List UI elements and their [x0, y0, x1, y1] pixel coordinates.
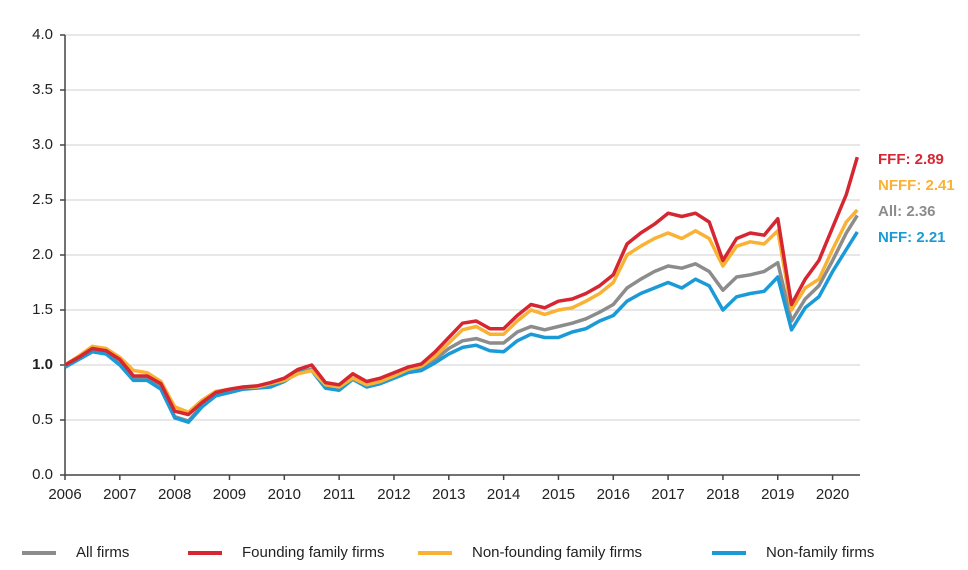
x-tick-label: 2009	[213, 486, 246, 503]
x-tick-label: 2020	[816, 486, 849, 503]
x-tick-label: 2007	[103, 486, 136, 503]
x-tick-label: 2008	[158, 486, 191, 503]
x-tick-label: 2011	[323, 486, 355, 503]
series-line	[64, 208, 859, 415]
y-tick-label: 0.0	[32, 466, 53, 483]
legend-label: All firms	[76, 544, 129, 561]
x-tick-label: 2010	[268, 486, 301, 503]
x-tick-label: 2018	[706, 486, 739, 503]
x-tick-label: 2006	[48, 486, 81, 503]
end-label: NFF: 2.21	[878, 229, 946, 246]
y-tick-label: 3.0	[32, 136, 53, 153]
x-tick-label: 2012	[377, 486, 410, 503]
y-tick-label: 1.5	[32, 301, 53, 318]
x-tick-label: 2019	[761, 486, 794, 503]
end-label: All: 2.36	[878, 203, 936, 220]
y-tick-label: 1.0	[32, 356, 53, 373]
legend-label: Non-family firms	[766, 544, 874, 561]
y-tick-label: 3.5	[32, 81, 53, 98]
y-tick-label: 2.0	[32, 246, 53, 263]
x-tick-label: 2017	[651, 486, 684, 503]
y-tick-label: 0.5	[32, 411, 53, 428]
x-tick-label: 2015	[542, 486, 575, 503]
series-line	[64, 156, 859, 417]
legend-label: Founding family firms	[242, 544, 385, 561]
y-tick-label: 2.5	[32, 191, 53, 208]
x-tick-label: 2016	[597, 486, 630, 503]
y-tick-label: 4.0	[32, 26, 53, 43]
series-line	[64, 230, 859, 424]
legend-label: Non-founding family firms	[472, 544, 642, 561]
end-label: FFF: 2.89	[878, 151, 944, 168]
x-tick-label: 2013	[432, 486, 465, 503]
x-tick-label: 2014	[487, 486, 520, 503]
end-label: NFFF: 2.41	[878, 177, 955, 194]
